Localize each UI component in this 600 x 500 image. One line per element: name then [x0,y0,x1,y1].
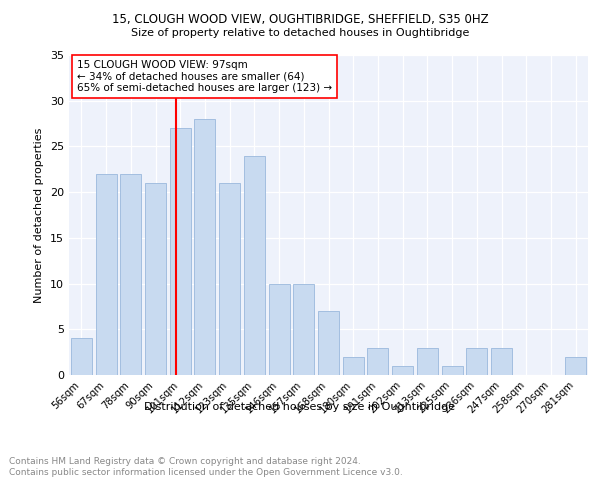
Text: Contains HM Land Registry data © Crown copyright and database right 2024.
Contai: Contains HM Land Registry data © Crown c… [9,458,403,477]
Bar [170,128,191,375]
Y-axis label: Number of detached properties: Number of detached properties [34,128,44,302]
Bar [466,348,487,375]
Bar [293,284,314,375]
Bar [392,366,413,375]
Text: Distribution of detached houses by size in Oughtibridge: Distribution of detached houses by size … [145,402,455,412]
Bar [145,183,166,375]
Bar [318,311,339,375]
Bar [565,356,586,375]
Bar [417,348,438,375]
Bar [442,366,463,375]
Bar [71,338,92,375]
Bar [244,156,265,375]
Text: 15 CLOUGH WOOD VIEW: 97sqm
← 34% of detached houses are smaller (64)
65% of semi: 15 CLOUGH WOOD VIEW: 97sqm ← 34% of deta… [77,60,332,93]
Bar [95,174,116,375]
Bar [269,284,290,375]
Bar [194,119,215,375]
Bar [219,183,240,375]
Bar [120,174,141,375]
Text: Size of property relative to detached houses in Oughtibridge: Size of property relative to detached ho… [131,28,469,38]
Bar [491,348,512,375]
Bar [343,356,364,375]
Text: 15, CLOUGH WOOD VIEW, OUGHTIBRIDGE, SHEFFIELD, S35 0HZ: 15, CLOUGH WOOD VIEW, OUGHTIBRIDGE, SHEF… [112,12,488,26]
Bar [367,348,388,375]
